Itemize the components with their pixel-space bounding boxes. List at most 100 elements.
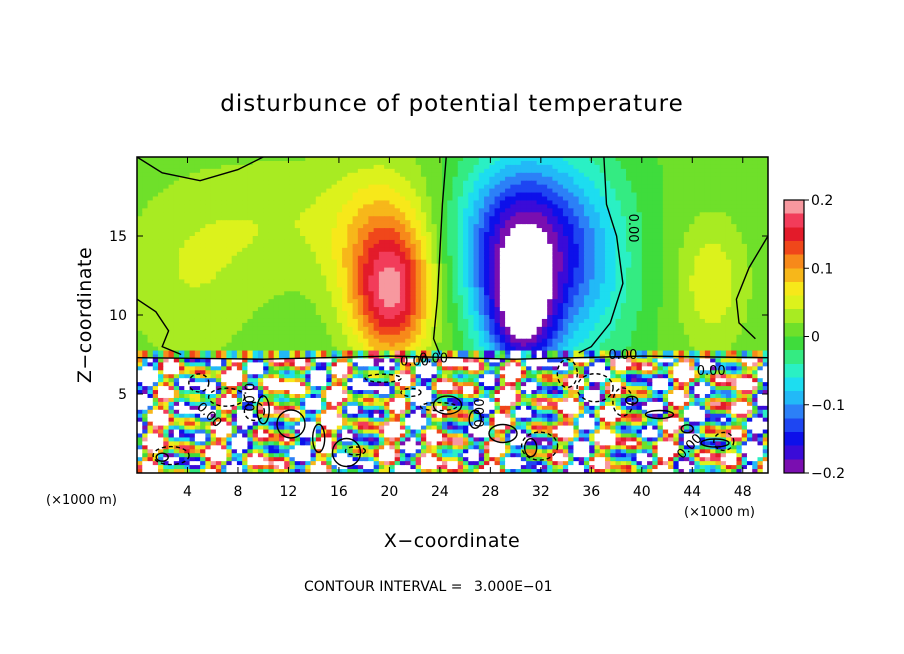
field-cell (583, 283, 590, 288)
field-cell (473, 299, 480, 304)
field-cell (673, 160, 680, 166)
field-cell (562, 295, 569, 300)
field-cell (436, 291, 443, 296)
field-cell (457, 220, 464, 225)
field-cell (494, 251, 501, 257)
field-cell (173, 243, 180, 249)
field-cell (399, 184, 406, 190)
field-cell (447, 164, 454, 170)
field-cell (200, 168, 206, 174)
field-cell (137, 259, 143, 265)
field-cell (463, 160, 469, 166)
field-cell (647, 239, 653, 245)
field-cell (573, 212, 580, 217)
field-cell (562, 307, 569, 312)
field-cell (515, 236, 522, 241)
field-cell (158, 263, 164, 269)
field-cell (562, 275, 569, 281)
field-cell (752, 216, 759, 221)
field-cell (357, 303, 364, 308)
field-cell (352, 196, 359, 202)
field-cell (242, 157, 249, 162)
field-cell (226, 251, 233, 257)
field-cell (689, 232, 695, 237)
field-cell (484, 247, 490, 253)
field-cell (215, 295, 222, 300)
field-cell (752, 196, 759, 202)
field-cell (389, 315, 396, 320)
field-cell (278, 267, 285, 273)
field-cell (420, 164, 427, 170)
field-cell (673, 224, 680, 229)
field-cell (252, 176, 259, 182)
field-cell (247, 283, 254, 288)
field-cell (321, 176, 327, 182)
field-cell (315, 200, 322, 205)
field-cell (200, 200, 206, 205)
field-cell (752, 157, 759, 162)
field-cell (615, 255, 622, 261)
field-cell (352, 287, 359, 292)
field-cell (226, 200, 233, 205)
field-cell (657, 157, 664, 162)
field-cell (499, 291, 506, 296)
field-cell (268, 164, 275, 170)
field-cell (163, 228, 170, 233)
field-cell (610, 251, 617, 257)
field-cell (757, 307, 764, 312)
field-cell (752, 172, 759, 178)
field-cell (289, 283, 296, 288)
field-cell (378, 283, 385, 288)
field-cell (473, 259, 480, 265)
field-cell (242, 228, 249, 233)
field-cell (526, 224, 532, 229)
field-cell (368, 172, 375, 178)
field-cell (468, 184, 475, 190)
field-cell (226, 318, 233, 324)
field-cell (536, 315, 543, 320)
field-cell (326, 291, 333, 296)
field-cell (436, 232, 443, 237)
field-cell (137, 243, 143, 249)
field-cell (452, 200, 459, 205)
field-cell (641, 184, 648, 190)
field-cell (231, 279, 238, 284)
field-cell (252, 168, 259, 174)
field-cell (552, 164, 559, 170)
field-cell (704, 311, 711, 316)
field-cell (673, 299, 680, 304)
field-cell (179, 220, 185, 225)
field-cell (720, 212, 727, 217)
field-cell (415, 311, 422, 316)
field-cell (468, 303, 475, 308)
field-cell (599, 176, 606, 182)
field-cell (746, 224, 753, 229)
field-cell (694, 157, 701, 162)
field-cell (310, 232, 317, 237)
field-cell (636, 259, 643, 265)
field-cell (494, 243, 501, 249)
field-cell (473, 315, 480, 320)
field-cell (526, 232, 532, 237)
field-cell (194, 208, 201, 213)
field-cell (715, 168, 722, 174)
field-cell (478, 180, 485, 186)
field-cell (342, 295, 348, 300)
field-cell (678, 216, 685, 221)
field-cell (604, 192, 611, 198)
field-cell (368, 228, 375, 233)
field-cell (715, 295, 722, 300)
field-cell (731, 255, 738, 261)
field-cell (641, 271, 648, 277)
field-cell (336, 220, 343, 225)
field-cell (741, 279, 748, 284)
field-cell (736, 216, 743, 221)
field-cell (300, 291, 306, 296)
field-cell (578, 295, 585, 300)
field-cell (489, 291, 496, 296)
field-cell (715, 232, 722, 237)
field-cell (757, 247, 764, 253)
field-cell (626, 212, 632, 217)
field-cell (699, 228, 706, 233)
field-cell (531, 243, 538, 249)
